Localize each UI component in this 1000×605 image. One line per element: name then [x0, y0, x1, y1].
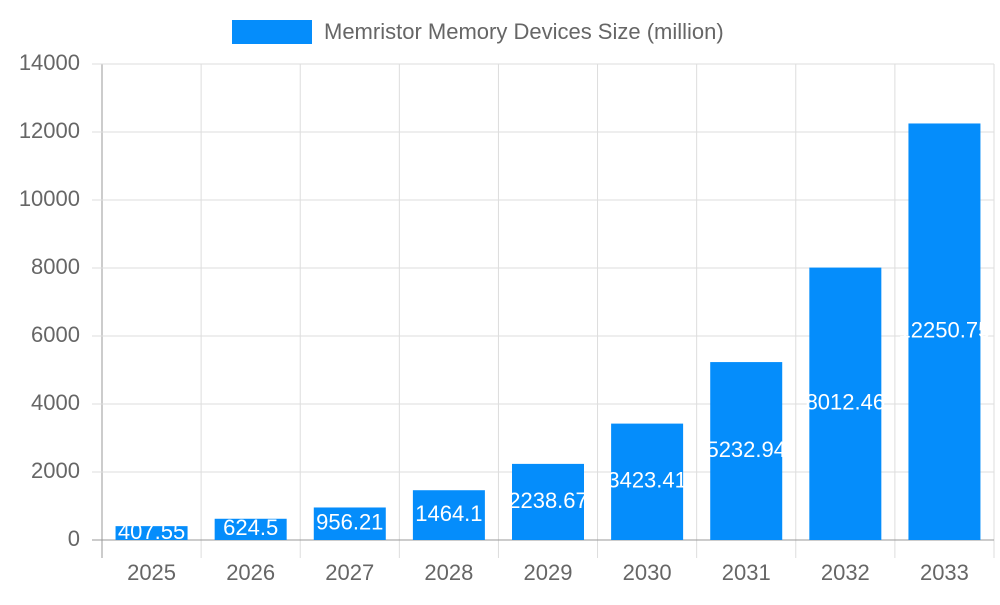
- x-tick-label: 2025: [127, 560, 176, 585]
- bar: [313, 507, 386, 540]
- bar: [611, 423, 684, 540]
- value-label: 12250.75: [899, 318, 991, 343]
- x-tick-label: 2033: [920, 560, 969, 585]
- x-tick-label: 2032: [821, 560, 870, 585]
- y-tick-label: 10000: [19, 186, 80, 211]
- y-tick-label: 12000: [19, 118, 80, 143]
- x-tick-label: 2027: [325, 560, 374, 585]
- value-label: 956.21: [316, 510, 383, 535]
- value-label: 5232.94: [706, 437, 786, 462]
- legend-swatch: [232, 20, 312, 44]
- x-tick-label: 2028: [424, 560, 473, 585]
- y-tick-label: 4000: [31, 390, 80, 415]
- bar: [710, 362, 783, 540]
- x-tick-label: 2030: [623, 560, 672, 585]
- y-tick-label: 8000: [31, 254, 80, 279]
- bar: [908, 123, 981, 541]
- bar: [214, 518, 287, 540]
- bar: [412, 490, 485, 540]
- value-label: 8012.46: [806, 390, 886, 415]
- y-tick-label: 0: [68, 526, 80, 551]
- value-label: 2238.67: [508, 488, 588, 513]
- y-tick-label: 6000: [31, 322, 80, 347]
- bar: [115, 526, 188, 540]
- value-label: 3423.41: [607, 468, 687, 493]
- y-tick-label: 14000: [19, 50, 80, 75]
- x-tick-label: 2029: [524, 560, 573, 585]
- y-tick-label: 2000: [31, 458, 80, 483]
- value-label: 407.55: [118, 519, 185, 544]
- value-label: 1464.1: [415, 501, 482, 526]
- value-label: 624.5: [223, 515, 278, 540]
- bar: [512, 463, 584, 540]
- x-tick-label: 2031: [722, 560, 771, 585]
- x-tick-label: 2026: [226, 560, 275, 585]
- bar: [809, 267, 882, 540]
- legend-label: Memristor Memory Devices Size (million): [324, 19, 724, 44]
